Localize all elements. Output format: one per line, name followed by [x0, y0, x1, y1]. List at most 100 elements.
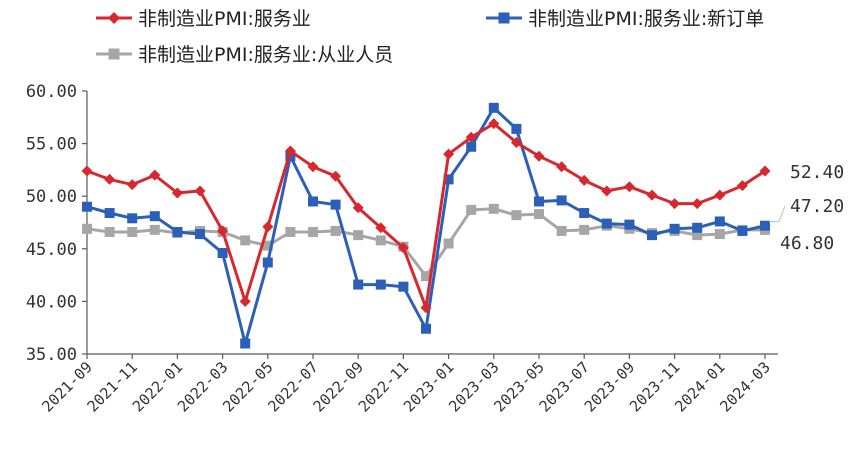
data-point — [443, 174, 454, 185]
data-point — [352, 202, 364, 214]
data-point — [149, 169, 161, 181]
y-axis: 35.00 40.00 45.00 50.00 55.00 60.00 — [26, 82, 88, 365]
data-point — [714, 216, 725, 227]
data-point — [262, 240, 273, 251]
legend-item-1: 非制造业PMI:服务业:新订单 — [486, 8, 764, 30]
data-point — [556, 195, 567, 206]
data-point — [397, 242, 409, 254]
data-point — [443, 238, 454, 249]
data-point — [217, 225, 229, 237]
y-tick-label: 40.00 — [26, 292, 77, 312]
data-point — [488, 118, 500, 130]
data-point — [172, 226, 183, 237]
end-value-label: 52.40 — [790, 162, 844, 183]
data-point — [262, 221, 274, 233]
data-point — [443, 148, 455, 160]
data-point — [398, 281, 409, 292]
legend: 非制造业PMI:服务业 非制造业PMI:服务业:新订单非制造业PMI:服务业:从业… — [96, 8, 764, 66]
data-point — [127, 226, 138, 237]
data-point — [579, 224, 590, 235]
data-point — [353, 279, 364, 290]
data-point — [647, 230, 657, 241]
data-point — [714, 229, 725, 240]
data-point — [421, 271, 431, 282]
data-point — [126, 179, 138, 191]
data-point — [104, 173, 116, 185]
data-point — [669, 198, 681, 210]
data-point — [623, 181, 635, 193]
end-value-label: 47.20 — [790, 196, 844, 217]
data-point — [420, 302, 432, 314]
y-tick-label: 60.00 — [26, 82, 77, 102]
data-point — [466, 204, 477, 215]
data-point — [81, 165, 93, 177]
data-point — [284, 145, 296, 157]
data-point — [308, 226, 318, 237]
data-point — [240, 235, 251, 246]
data-point — [330, 170, 342, 182]
x-tick-label: 2024-03 — [716, 358, 773, 415]
data-point — [285, 226, 296, 237]
data-point — [375, 279, 386, 290]
data-point — [308, 196, 318, 207]
data-point — [488, 203, 499, 214]
y-tick-label: 55.00 — [26, 135, 77, 155]
legend-item-2: 非制造业PMI:服务业:从业人员 — [96, 44, 393, 66]
y-tick-label: 50.00 — [26, 187, 77, 207]
legend-marker — [498, 12, 510, 24]
data-point — [330, 225, 341, 236]
data-point — [239, 295, 251, 307]
legend-item-0: 非制造业PMI:服务业 — [96, 8, 311, 30]
legend-label: 非制造业PMI:服务业:新订单 — [528, 8, 764, 30]
data-point — [262, 257, 273, 268]
data-point — [127, 213, 138, 224]
data-point — [759, 165, 771, 177]
data-point — [375, 222, 387, 234]
y-tick-label: 45.00 — [26, 240, 77, 260]
data-point — [104, 208, 115, 219]
legend-marker — [108, 12, 120, 24]
series-1 — [82, 102, 770, 349]
series-layer — [81, 102, 771, 349]
data-point — [195, 229, 205, 240]
data-point — [692, 222, 703, 233]
data-point — [217, 248, 228, 259]
data-point — [736, 180, 748, 192]
data-point — [171, 187, 183, 199]
data-point — [691, 198, 703, 210]
data-point — [330, 199, 341, 210]
data-point — [149, 224, 160, 235]
legend-label: 非制造业PMI:服务业 — [138, 8, 311, 30]
legend-marker — [108, 48, 120, 60]
data-point — [737, 225, 748, 236]
data-point — [353, 230, 364, 241]
data-point — [556, 225, 567, 236]
data-point — [624, 219, 635, 230]
data-point — [466, 141, 477, 152]
data-point — [307, 161, 319, 173]
data-point — [82, 223, 92, 234]
data-point — [511, 210, 522, 221]
x-axis: 2021-092021-112022-012022-032022-052022-… — [38, 353, 778, 416]
data-point — [669, 223, 680, 234]
series-0 — [81, 118, 771, 314]
data-point — [194, 185, 206, 197]
data-point — [149, 211, 160, 222]
data-point — [511, 123, 522, 134]
data-point — [104, 226, 115, 237]
data-point — [601, 218, 612, 229]
data-point — [510, 137, 522, 149]
series-line — [86, 207, 765, 278]
data-point — [465, 131, 477, 143]
data-point — [692, 230, 703, 241]
data-point — [421, 323, 431, 334]
data-point — [760, 220, 770, 231]
data-point — [533, 150, 545, 162]
data-point — [82, 201, 92, 212]
y-tick-label: 35.00 — [26, 345, 77, 365]
data-point — [240, 338, 251, 349]
data-point — [375, 235, 386, 246]
data-point — [488, 102, 499, 113]
data-point — [601, 185, 613, 197]
